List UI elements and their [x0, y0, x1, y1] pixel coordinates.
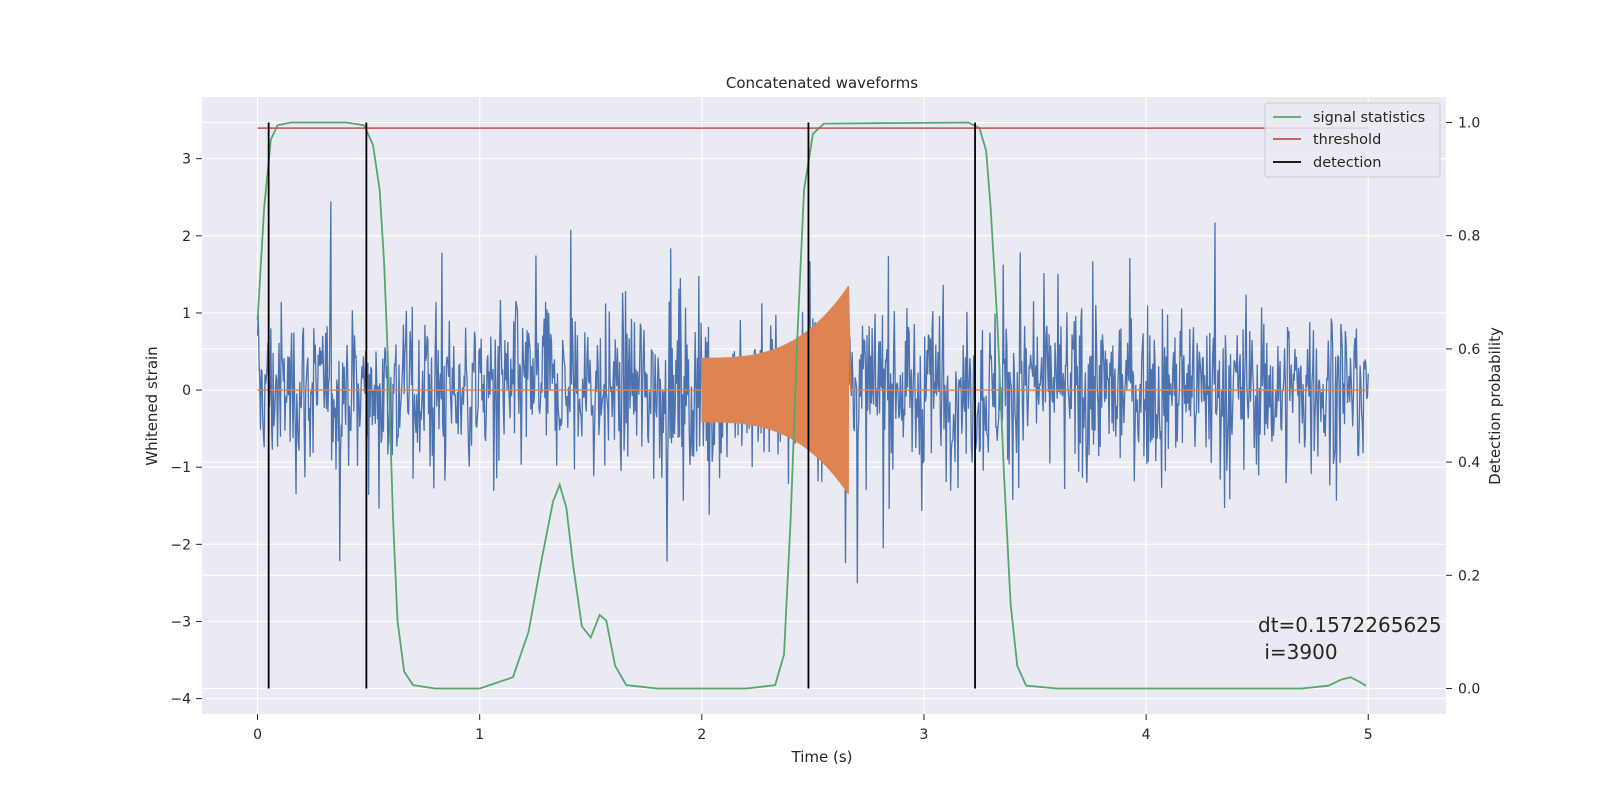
x-tick-label: 1 [475, 727, 484, 743]
legend: signal statistics threshold detection [1265, 103, 1440, 177]
y2-tick-label: 1.0 [1458, 115, 1480, 131]
x-axis-label: Time (s) [791, 748, 853, 766]
legend-label-detection: detection [1313, 155, 1381, 171]
x-tick-label: 4 [1142, 727, 1151, 743]
y2-tick-label: 0.2 [1458, 568, 1480, 584]
chart-canvas: 0 1 2 3 4 5 −4 −3 −2 −1 0 1 2 3 0.0 0.2 0.4 0.6 0.8 1.0 Con… [0, 0, 1600, 800]
y-tick-label: 3 [182, 152, 191, 168]
x-tick-label: 5 [1364, 727, 1373, 743]
y2-tick-label: 0.6 [1458, 342, 1480, 358]
y-axis-label: Whitened strain [143, 346, 161, 465]
y2-tick-label: 0.0 [1458, 682, 1480, 698]
y-tick-label: 2 [182, 229, 191, 245]
y-tick-label: −2 [170, 537, 191, 553]
annotation-dt: dt=0.1572265625 [1258, 613, 1442, 637]
y2-tick-label: 0.8 [1458, 229, 1480, 245]
chart-title: Concatenated waveforms [726, 74, 918, 92]
y-tick-label: 1 [182, 306, 191, 322]
annotation-i: i=3900 [1258, 640, 1338, 664]
y2-axis-label: Detection probability [1486, 327, 1504, 485]
y-tick-label: −1 [170, 460, 191, 476]
x-tick-label: 0 [253, 727, 262, 743]
legend-label-signal-statistics: signal statistics [1313, 110, 1425, 126]
x-tick-label: 2 [697, 727, 706, 743]
y-tick-label: −3 [170, 614, 191, 630]
y-tick-label: 0 [182, 383, 191, 399]
y-tick-label: −4 [170, 692, 191, 708]
legend-label-threshold: threshold [1313, 132, 1381, 148]
y2-tick-label: 0.4 [1458, 455, 1480, 471]
x-tick-label: 3 [920, 727, 929, 743]
